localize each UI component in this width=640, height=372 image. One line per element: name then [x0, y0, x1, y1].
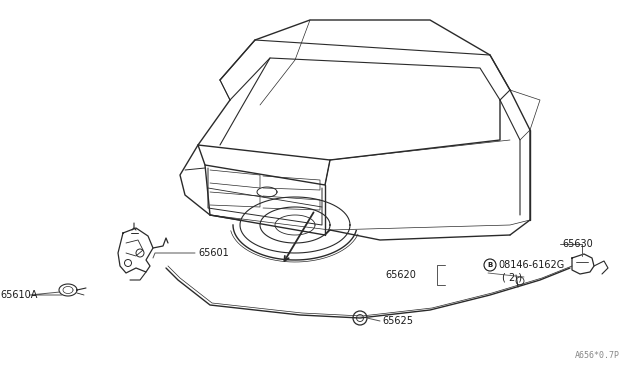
Text: 08146-6162G: 08146-6162G [498, 260, 564, 270]
Text: 65620: 65620 [385, 270, 416, 280]
Text: 65625: 65625 [382, 316, 413, 326]
Text: ( 2 ): ( 2 ) [502, 272, 522, 282]
Text: 65610A: 65610A [0, 290, 37, 300]
Text: A656*0.7P: A656*0.7P [575, 351, 620, 360]
Text: 65630: 65630 [562, 239, 593, 249]
Text: B: B [488, 262, 493, 268]
Text: 65601: 65601 [198, 248, 228, 258]
